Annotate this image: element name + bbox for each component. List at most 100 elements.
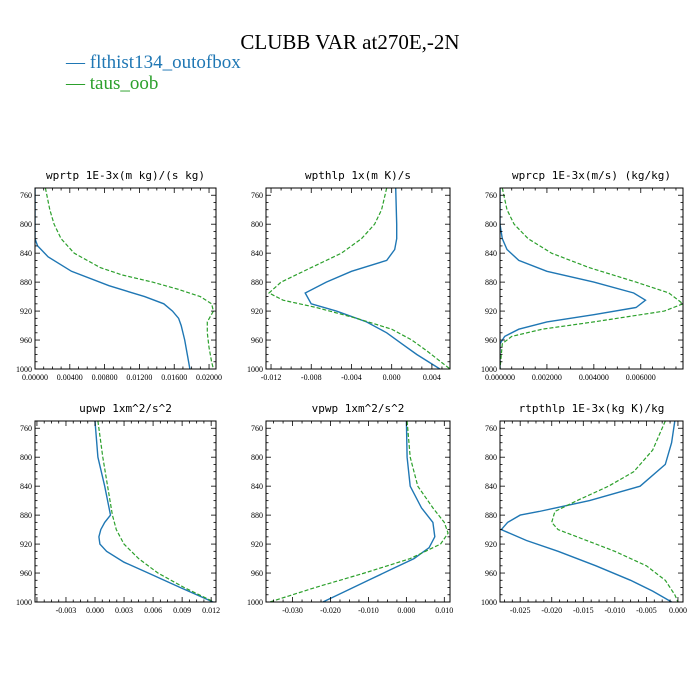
x-tick-label: 0.00800 bbox=[92, 373, 118, 382]
subplot: vpwp 1xm^2/s^2 760 800 840 880 920 960 1000 -0.0… bbox=[247, 402, 453, 615]
y-tick-label: 1000 bbox=[16, 365, 32, 374]
x-tick-label: 0.000 bbox=[383, 373, 401, 382]
series-line bbox=[322, 421, 436, 602]
subplot-title: upwp 1xm^2/s^2 bbox=[79, 402, 172, 415]
series-line bbox=[269, 421, 449, 602]
x-tick-label: 0.000 bbox=[86, 606, 104, 615]
y-tick-label: 1000 bbox=[247, 598, 263, 607]
series-line bbox=[44, 188, 215, 369]
x-tick-label: -0.005 bbox=[636, 606, 657, 615]
plot-frame bbox=[499, 420, 684, 603]
y-tick-label: 880 bbox=[20, 511, 32, 520]
y-tick-label: 920 bbox=[251, 540, 263, 549]
legend-swatch: — bbox=[66, 73, 85, 94]
y-tick-label: 800 bbox=[20, 453, 32, 462]
x-tick-label: -0.003 bbox=[56, 606, 77, 615]
subplot-title: vpwp 1xm^2/s^2 bbox=[312, 402, 405, 415]
series-line bbox=[304, 188, 441, 369]
series-line bbox=[97, 421, 215, 602]
x-tick-label: -0.020 bbox=[541, 606, 562, 615]
y-tick-label: 880 bbox=[251, 511, 263, 520]
series-line bbox=[500, 188, 683, 369]
y-tick-label: 760 bbox=[20, 424, 32, 433]
x-tick-label: -0.012 bbox=[261, 373, 282, 382]
y-tick-label: 1000 bbox=[247, 365, 263, 374]
subplot-title: wprcp 1E-3x(m/s) (kg/kg) bbox=[512, 169, 671, 182]
y-tick-label: 800 bbox=[251, 220, 263, 229]
y-tick-label: 840 bbox=[251, 482, 263, 491]
x-tick-label: 0.00400 bbox=[57, 373, 83, 382]
x-tick-label: -0.030 bbox=[282, 606, 303, 615]
plot-frame bbox=[34, 187, 217, 370]
y-tick-label: 800 bbox=[251, 453, 263, 462]
y-tick-label: 880 bbox=[485, 511, 497, 520]
x-tick-label: 0.006000 bbox=[626, 373, 656, 382]
x-tick-label: -0.008 bbox=[301, 373, 322, 382]
x-tick-label: 0.01200 bbox=[126, 373, 152, 382]
y-tick-label: 760 bbox=[485, 424, 497, 433]
series-line bbox=[94, 421, 214, 602]
y-tick-label: 1000 bbox=[481, 365, 497, 374]
y-tick-label: 800 bbox=[485, 220, 497, 229]
series-line bbox=[551, 421, 679, 602]
series-line bbox=[267, 188, 450, 369]
y-tick-label: 840 bbox=[485, 482, 497, 491]
plot-frame bbox=[499, 187, 684, 370]
x-tick-label: 0.006 bbox=[144, 606, 162, 615]
y-tick-label: 840 bbox=[20, 249, 32, 258]
y-tick-label: 880 bbox=[251, 278, 263, 287]
y-tick-label: 920 bbox=[251, 307, 263, 316]
x-tick-label: -0.010 bbox=[358, 606, 379, 615]
x-tick-label: -0.025 bbox=[510, 606, 531, 615]
subplot: rtpthlp 1E-3x(kg K)/kg 760 800 840 880 920 960… bbox=[481, 402, 687, 615]
x-tick-label: 0.003 bbox=[115, 606, 133, 615]
subplot-title: wpthlp 1x(m K)/s bbox=[305, 169, 411, 182]
y-tick-label: 800 bbox=[20, 220, 32, 229]
plot-frame bbox=[265, 187, 451, 370]
y-tick-label: 760 bbox=[251, 191, 263, 200]
y-tick-label: 920 bbox=[20, 307, 32, 316]
x-tick-label: -0.020 bbox=[320, 606, 341, 615]
x-tick-label: 0.004000 bbox=[579, 373, 609, 382]
subplot: wpthlp 1x(m K)/s7608008408809209601000-0… bbox=[247, 169, 451, 382]
y-tick-label: 840 bbox=[485, 249, 497, 258]
plot-frame bbox=[34, 420, 217, 603]
x-tick-label: 0.004 bbox=[423, 373, 441, 382]
x-tick-label: 0.000000 bbox=[485, 373, 515, 382]
y-tick-label: 760 bbox=[485, 191, 497, 200]
y-tick-label: 880 bbox=[485, 278, 497, 287]
x-tick-label: 0.01600 bbox=[161, 373, 187, 382]
x-tick-label: 0.010 bbox=[435, 606, 453, 615]
y-tick-label: 920 bbox=[20, 540, 32, 549]
y-tick-label: 960 bbox=[20, 569, 32, 578]
legend-label: taus_oob bbox=[89, 73, 159, 94]
series-line bbox=[35, 188, 191, 369]
y-tick-label: 960 bbox=[485, 569, 497, 578]
y-tick-label: 1000 bbox=[481, 598, 497, 607]
x-tick-label: 0.00000 bbox=[22, 373, 48, 382]
x-tick-label: -0.004 bbox=[341, 373, 362, 382]
subplot-title: rtpthlp 1E-3x(kg K)/kg bbox=[519, 402, 665, 415]
subplot: upwp 1xm^2/s^2 760 800 840 880 920 960 1000 -0.0… bbox=[16, 402, 220, 615]
y-tick-label: 960 bbox=[20, 336, 32, 345]
y-tick-label: 1000 bbox=[16, 598, 32, 607]
y-tick-label: 840 bbox=[251, 249, 263, 258]
y-tick-label: 960 bbox=[251, 569, 263, 578]
plot-frame bbox=[265, 420, 451, 603]
y-tick-label: 880 bbox=[20, 278, 32, 287]
legend-label: flthist134_outofbox bbox=[89, 52, 241, 73]
x-tick-label: -0.015 bbox=[573, 606, 594, 615]
x-tick-label: 0.02000 bbox=[196, 373, 222, 382]
subplot: wprtp 1E-3x(m kg)/(s kg) 760 800 840 880 920 9… bbox=[16, 169, 222, 382]
y-tick-label: 960 bbox=[485, 336, 497, 345]
x-tick-label: 0.000 bbox=[397, 606, 415, 615]
subplot: wprcp 1E-3x(m/s) (kg/kg) 760 800 840 880 920 9… bbox=[481, 169, 684, 382]
legend-swatch: — bbox=[66, 52, 85, 73]
x-tick-label: 0.009 bbox=[173, 606, 191, 615]
chart-title: CLUBB VAR at270E,-2N bbox=[240, 30, 460, 54]
series-line bbox=[500, 421, 676, 602]
y-tick-label: 960 bbox=[251, 336, 263, 345]
subplot-title: wprtp 1E-3x(m kg)/(s kg) bbox=[46, 169, 205, 182]
x-tick-label: 0.002000 bbox=[532, 373, 562, 382]
